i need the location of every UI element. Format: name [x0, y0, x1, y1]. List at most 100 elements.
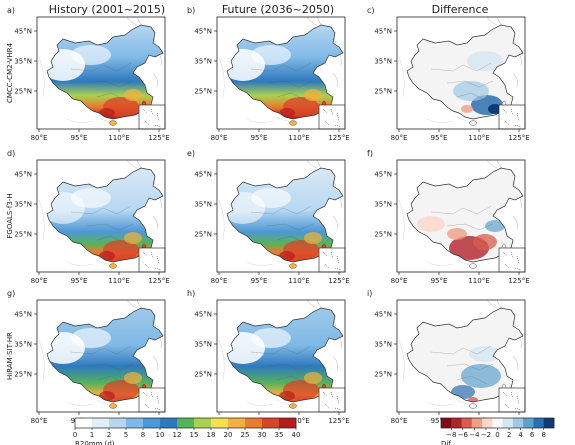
colorbar-swatch [279, 418, 297, 428]
colorbar-tick-label: 2 [107, 431, 111, 439]
south-china-sea-inset [138, 104, 166, 130]
colorbar-tick-label: 5 [124, 431, 128, 439]
colorbar-tick-label: 2 [507, 431, 511, 439]
lat-tick-label: 35°N [14, 201, 32, 209]
lat-tick-label: 45°N [374, 171, 392, 179]
lon-tick-label: 80°E [211, 277, 228, 285]
lat-tick-label: 45°N [14, 311, 32, 319]
panel-frame [396, 16, 526, 130]
panel-frame [36, 16, 166, 130]
map-panel: d) 45°N 35°N 25°N 80°E 95°E 110°E 125°E [7, 149, 170, 285]
lon-tick-label: 80°E [31, 417, 48, 425]
map-panel: b) 45°N 35°N 25°N 80°E 95°E 110°E 125°E [187, 6, 350, 142]
map-panel: f) 45°N 35°N 25°N 80°E 95°E 110°E 125°E [367, 149, 530, 285]
south-china-sea-inset [318, 104, 346, 130]
lon-tick-label: 125°E [508, 277, 529, 285]
lat-tick-label: 45°N [374, 311, 392, 319]
colorbar-difference: −8 −6 −4 −2 0 2 4 6 8 Dif. [440, 417, 555, 445]
lon-tick-label: 110°E [468, 134, 489, 142]
lon-tick-label: 125°E [328, 417, 349, 425]
lat-tick-label: 25°N [14, 231, 32, 239]
south-china-sea-inset [498, 387, 526, 413]
colorbar-swatch [492, 418, 503, 428]
colorbar-swatch [533, 418, 545, 428]
lon-tick-label: 95°E [71, 134, 88, 142]
lat-tick-label: 35°N [374, 58, 392, 66]
colorbar-tick-label: 20 [224, 431, 233, 439]
colorbar-tick-label: 4 [518, 431, 523, 439]
panel-frame [36, 159, 166, 273]
lon-tick-label: 80°E [31, 277, 48, 285]
colorbar-swatch [211, 418, 229, 428]
lat-tick-label: 25°N [374, 88, 392, 96]
lon-tick-label: 125°E [328, 134, 349, 142]
lat-tick-label: 35°N [14, 341, 32, 349]
lat-tick-label: 25°N [194, 231, 212, 239]
lat-tick-label: 25°N [374, 371, 392, 379]
colorbar-tick-label: 10 [156, 431, 165, 439]
lon-tick-label: 80°E [31, 134, 48, 142]
colorbar-tick-label: 8 [141, 431, 145, 439]
column-title: History (2001~2015) [49, 3, 165, 16]
colorbar-tick-label: −6 [458, 431, 469, 439]
colorbar-swatch [502, 418, 514, 428]
south-china-sea-inset [138, 387, 166, 413]
panel-frame [216, 299, 346, 413]
panel-label: f) [367, 149, 373, 158]
lon-tick-label: 95°E [251, 134, 268, 142]
map-panel: c) 45°N 35°N 25°N 80°E 95°E 110°E 125°E [367, 6, 530, 142]
colorbar-tick-label: −4 [469, 431, 480, 439]
lat-tick-label: 25°N [14, 88, 32, 96]
colorbar-tick-label: −8 [446, 431, 456, 439]
colorbar-swatch [143, 418, 161, 428]
lat-tick-label: 45°N [194, 171, 212, 179]
column-title: Difference [432, 3, 489, 16]
south-china-sea-inset [318, 247, 346, 273]
lat-tick-label: 45°N [194, 28, 212, 36]
colorbar-swatch [512, 418, 524, 428]
lon-tick-label: 95°E [431, 417, 448, 425]
lat-tick-label: 25°N [14, 371, 32, 379]
south-china-sea-inset [318, 387, 346, 413]
lat-tick-label: 45°N [14, 28, 32, 36]
row-model-label: FGOALS-f3-H [6, 193, 14, 238]
colorbar-swatch [471, 418, 483, 428]
map-panel: e) 45°N 35°N 25°N 80°E 95°E 110°E 125°E [187, 149, 350, 285]
panel-label: g) [7, 289, 15, 298]
colorbar-label: R20mm (d) [75, 440, 115, 445]
colorbar-swatch [451, 418, 462, 428]
panel-frame [216, 16, 346, 130]
panel-label: d) [7, 149, 15, 158]
colorbar-tick-label: 0 [73, 431, 77, 439]
lat-tick-label: 35°N [194, 201, 212, 209]
colorbar-tick-label: 30 [258, 431, 267, 439]
lon-tick-label: 125°E [148, 134, 169, 142]
map-panel: a) 45°N 35°N 25°N 80°E 95°E 110°E 125°E [7, 6, 170, 142]
panel-frame [216, 159, 346, 273]
lon-tick-label: 110°E [288, 134, 309, 142]
colorbar-tick-label: 12 [173, 431, 182, 439]
colorbar-swatch [262, 418, 280, 428]
lon-tick-label: 80°E [391, 277, 408, 285]
colorbar-swatch [75, 418, 93, 428]
panel-label: e) [187, 149, 195, 158]
colorbar-swatch [245, 418, 263, 428]
lat-tick-label: 35°N [194, 341, 212, 349]
colorbar-swatch [126, 418, 144, 428]
lon-tick-label: 95°E [71, 277, 88, 285]
lon-tick-label: 95°E [431, 277, 448, 285]
colorbar-swatch [109, 418, 127, 428]
lon-tick-label: 110°E [468, 277, 489, 285]
row-model-label: HiRAM-SIT-HR [6, 332, 14, 380]
lat-tick-label: 35°N [14, 58, 32, 66]
lon-tick-label: 95°E [431, 134, 448, 142]
lon-tick-label: 80°E [211, 134, 228, 142]
column-title: Future (2036~2050) [222, 3, 334, 16]
row-model-label: CMCC-CM2-VHR4 [6, 42, 14, 103]
panel-label: b) [187, 6, 195, 15]
colorbar-tick-label: 25 [241, 431, 250, 439]
lon-tick-label: 95°E [251, 277, 268, 285]
